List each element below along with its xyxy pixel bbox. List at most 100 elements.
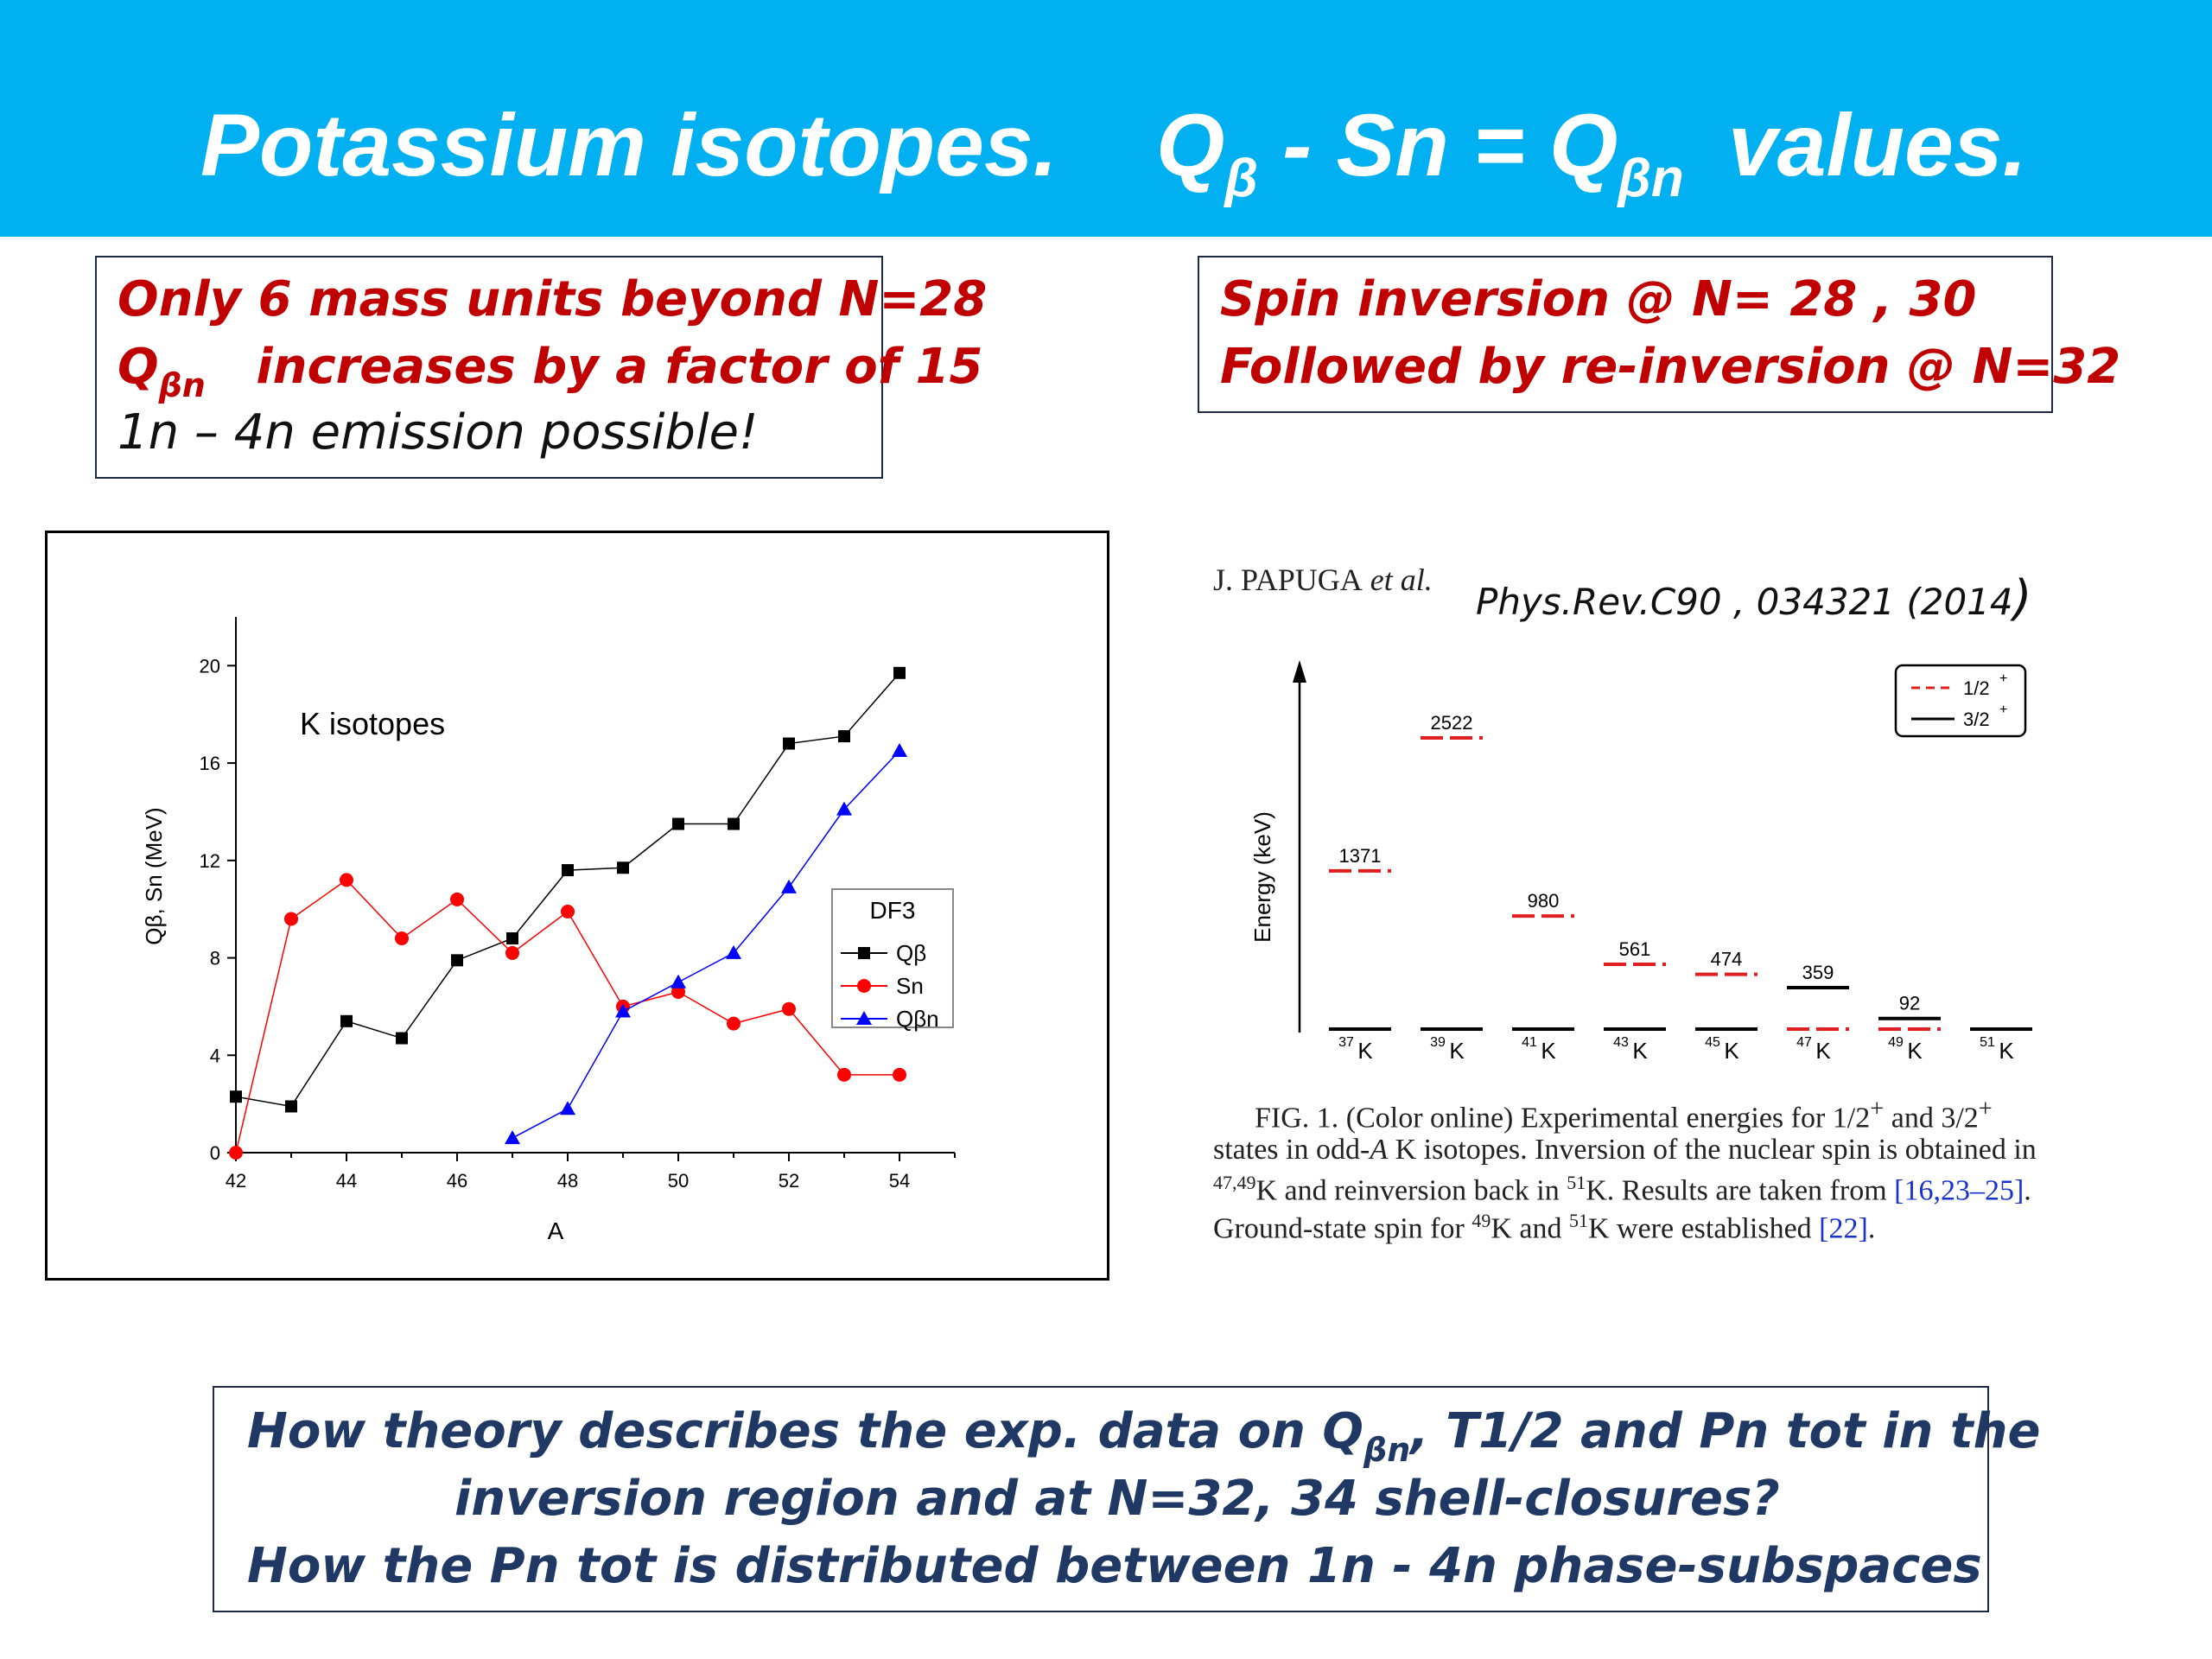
data-point — [671, 985, 685, 999]
note-left-line3: 1n – 4n emission possible! — [118, 404, 759, 461]
level-energy-label: 474 — [1711, 949, 1743, 970]
data-point — [395, 931, 409, 945]
y-tick-label: 0 — [210, 1142, 220, 1164]
data-point — [615, 1003, 631, 1018]
question-line3: How the Pn tot is distributed between 1n… — [247, 1538, 1982, 1594]
citation-link-22[interactable]: [22] — [1819, 1212, 1868, 1245]
caption-line1: FIG. 1. (Color online) Experimental ener… — [1255, 1096, 1993, 1135]
legend-label: Sn — [896, 973, 924, 999]
level-energy-label: 359 — [1802, 962, 1834, 983]
title-banner — [0, 0, 2212, 237]
legend-label: Qβn — [896, 1006, 939, 1032]
y-tick-label: 8 — [210, 948, 220, 969]
series-qbetan — [505, 743, 907, 1145]
isotope-49K: 92 49 K — [1878, 993, 1941, 1064]
data-point — [837, 1067, 851, 1082]
level-energy-label: 2522 — [1431, 712, 1473, 734]
isotope-symbol-label: K — [1907, 1038, 1923, 1064]
data-point — [617, 861, 629, 874]
level-energy-label: 92 — [1899, 993, 1920, 1014]
energy-axis-label: Energy (keV) — [1249, 811, 1275, 943]
isotope-symbol-label: K — [1815, 1038, 1831, 1064]
legend-frame — [831, 888, 954, 1028]
data-point — [727, 1016, 741, 1031]
data-point — [560, 1101, 575, 1116]
question-line2: inversion region and at N=32, 34 shell-c… — [454, 1471, 1780, 1527]
y-tick-label: 16 — [200, 753, 220, 774]
y-tick-label: 20 — [200, 655, 220, 677]
legend-threehalf-sup: + — [1999, 702, 2007, 717]
legend-half-label: 1/2 — [1963, 677, 1990, 699]
data-point — [340, 1014, 353, 1027]
legend-label: Qβ — [896, 940, 926, 966]
isotope-mass-label: 39 — [1430, 1035, 1446, 1050]
data-point — [396, 1032, 408, 1045]
note-right-line1: Spin inversion @ N= 28 , 30 — [1220, 271, 1977, 327]
isotope-symbol-label: K — [1999, 1038, 2014, 1064]
data-point — [726, 944, 741, 959]
x-axis-label: A — [548, 1217, 564, 1244]
legend-half-sup: + — [1999, 671, 2007, 686]
isotope-39K: 2522 39 K — [1421, 712, 1483, 1064]
y-axis-label: Qβ, Sn (MeV) — [141, 807, 167, 944]
isotope-mass-label: 41 — [1522, 1035, 1537, 1050]
data-point — [561, 905, 575, 918]
data-point — [781, 879, 797, 893]
title-formula: Qβ - Sn = Qβn — [1156, 96, 1684, 208]
note-box-left — [95, 256, 883, 479]
isotope-mass-label: 51 — [1980, 1035, 1995, 1050]
citation-link[interactable]: [16,23–25] — [1894, 1174, 2024, 1207]
reference: Phys.Rev.C90 , 034321 (2014) — [1476, 570, 2032, 626]
series-sn — [229, 873, 906, 1160]
data-point — [505, 945, 519, 960]
data-point — [893, 666, 906, 679]
x-tick-label: 52 — [779, 1170, 799, 1192]
note-box-right — [1198, 256, 2053, 413]
isotope-mass-label: 37 — [1338, 1035, 1354, 1050]
y-tick-label: 12 — [200, 850, 220, 872]
note-left-line2: Qβn increases by a factor of 15 — [118, 339, 983, 404]
series-qbeta — [230, 666, 906, 1113]
data-point — [450, 892, 464, 906]
legend-threehalf-label: 3/2 — [1963, 709, 1990, 730]
title-right: values. — [1728, 96, 2027, 194]
data-point — [451, 954, 463, 967]
legend-title: DF3 — [870, 897, 916, 924]
isotope-symbol-label: K — [1449, 1038, 1465, 1064]
data-point — [893, 1067, 906, 1082]
level-energy-label: 1371 — [1339, 845, 1382, 867]
data-point — [782, 1001, 796, 1016]
isotope-37K: 1371 37 K — [1329, 845, 1391, 1064]
data-point — [838, 730, 850, 743]
source-author: J. PAPUGA et al. — [1213, 563, 1433, 597]
caption-line3: 47,49K and reinversion back in 51K. Resu… — [1213, 1172, 2031, 1207]
slide-title: Potassium isotopes. Qβ - Sn = Qβn values… — [0, 95, 2212, 208]
energy-axis-arrow — [1293, 660, 1306, 683]
isotope-symbol-label: K — [1724, 1038, 1739, 1064]
chart-annotation: K isotopes — [300, 706, 445, 741]
data-point — [505, 1130, 520, 1145]
data-point — [340, 873, 353, 887]
isotope-51K: 51 K — [1970, 1027, 2032, 1064]
data-point — [506, 932, 518, 944]
legend-marker — [856, 1011, 872, 1025]
isotope-symbol-label: K — [1357, 1038, 1373, 1064]
isotope-43K: 561 43 K — [1604, 938, 1666, 1064]
legend-marker — [857, 979, 871, 993]
question-box — [213, 1386, 1989, 1612]
x-tick-label: 44 — [336, 1170, 357, 1192]
note-right-line2: Followed by re-inversion @ N=32 — [1220, 339, 2121, 395]
legend-marker — [858, 947, 870, 959]
data-point — [728, 817, 740, 830]
isotope-mass-label: 43 — [1613, 1035, 1629, 1050]
data-point — [671, 974, 686, 988]
level-legend: 1/2 +3/2 + — [1894, 664, 2027, 738]
title-left: Potassium isotopes. — [200, 96, 1058, 194]
x-tick-label: 54 — [889, 1170, 910, 1192]
data-point — [230, 1090, 242, 1103]
caption-line2: states in odd-A K isotopes. Inversion of… — [1213, 1134, 2037, 1166]
isotope-symbol-label: K — [1541, 1038, 1556, 1064]
level-energy-label: 561 — [1619, 938, 1651, 960]
data-point — [836, 801, 852, 816]
isotope-41K: 980 41 K — [1512, 890, 1574, 1064]
